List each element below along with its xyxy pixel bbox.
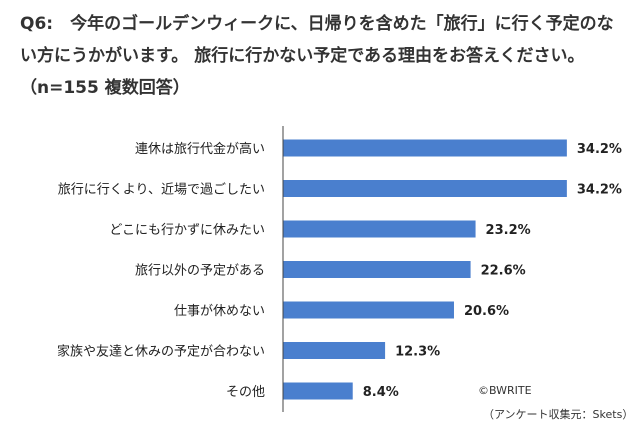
bar [283,382,353,400]
value-label: 34.2% [577,183,622,198]
bar [283,301,454,319]
category-label: どこにも行かずに休みたい [109,223,265,238]
value-label: 12.3% [395,345,440,360]
value-label: 8.4% [363,385,399,400]
bar [283,180,567,197]
source-text: （アンケート収集元：Skets） [483,408,634,421]
category-label: その他 [226,385,265,400]
value-label: 23.2% [486,223,531,238]
copyright-text: ©BWRITE [478,384,532,397]
value-label: 34.2% [577,142,622,157]
category-label: 家族や友達と休みの予定が合わない [57,344,265,360]
category-label: 仕事が休めない [174,304,265,319]
category-label: 旅行以外の予定がある [135,264,265,279]
category-label: 旅行に行くより、近場で過ごしたい [58,182,265,198]
category-label: 連休は旅行代金が高い [135,141,265,157]
value-label: 20.6% [464,304,509,319]
bar [283,261,471,278]
bar [283,342,386,359]
bar [283,139,567,157]
bar [283,220,476,238]
chart-title: Q6: 今年のゴールデンウィークに、日帰りを含めた「旅行」に行く予定のない方にう… [20,14,614,98]
value-label: 22.6% [481,264,526,279]
